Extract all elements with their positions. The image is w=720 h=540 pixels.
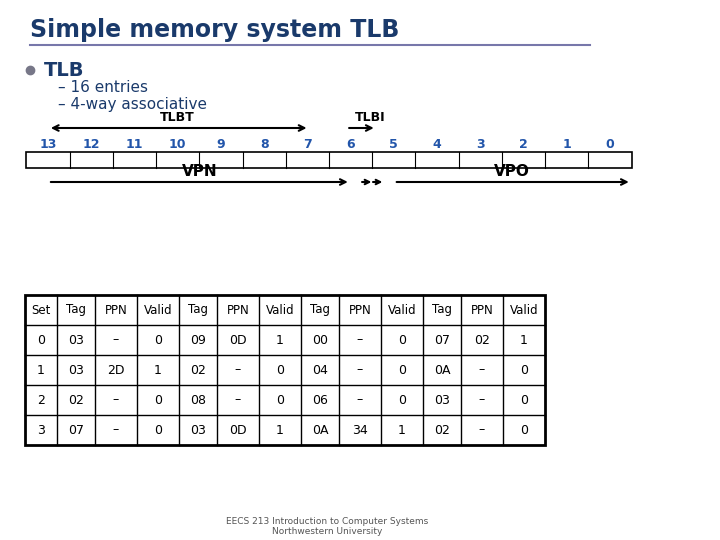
Text: –: –: [357, 363, 363, 376]
Text: –: –: [479, 363, 485, 376]
Text: Valid: Valid: [266, 303, 294, 316]
Text: 09: 09: [190, 334, 206, 347]
Text: 5: 5: [390, 138, 398, 152]
Text: 0: 0: [520, 394, 528, 407]
Text: 7: 7: [303, 138, 312, 152]
Text: 03: 03: [190, 423, 206, 436]
Text: 13: 13: [40, 138, 57, 152]
Text: PPN: PPN: [104, 303, 127, 316]
Text: 2: 2: [37, 394, 45, 407]
Text: 0A: 0A: [433, 363, 450, 376]
Text: 0D: 0D: [229, 423, 247, 436]
Text: 03: 03: [68, 334, 84, 347]
Text: Tag: Tag: [432, 303, 452, 316]
Text: 02: 02: [434, 423, 450, 436]
Text: VPO: VPO: [494, 164, 530, 179]
Text: 0: 0: [154, 334, 162, 347]
Text: PPN: PPN: [471, 303, 493, 316]
Text: 0A: 0A: [312, 423, 328, 436]
Text: 07: 07: [68, 423, 84, 436]
Text: 0: 0: [154, 394, 162, 407]
Text: –: –: [113, 334, 119, 347]
Text: 08: 08: [190, 394, 206, 407]
Text: 0: 0: [154, 423, 162, 436]
Text: –: –: [235, 394, 241, 407]
Text: –: –: [113, 394, 119, 407]
Text: Tag: Tag: [310, 303, 330, 316]
Text: 0D: 0D: [229, 334, 247, 347]
Text: 4: 4: [433, 138, 441, 152]
Bar: [25, 295, 545, 445]
Text: 0: 0: [520, 363, 528, 376]
Text: 12: 12: [83, 138, 100, 152]
Text: 2: 2: [519, 138, 528, 152]
Text: Northwestern University: Northwestern University: [271, 528, 382, 537]
Text: –: –: [479, 423, 485, 436]
Text: TLB: TLB: [44, 60, 84, 79]
Text: 1: 1: [398, 423, 406, 436]
Text: Simple memory system TLB: Simple memory system TLB: [30, 18, 400, 42]
Text: PPN: PPN: [227, 303, 249, 316]
Bar: [27, 152, 631, 168]
Text: 0: 0: [276, 363, 284, 376]
Text: 10: 10: [169, 138, 186, 152]
Text: 0: 0: [520, 423, 528, 436]
Text: –: –: [357, 394, 363, 407]
Text: 6: 6: [346, 138, 355, 152]
Text: Valid: Valid: [144, 303, 172, 316]
Text: 9: 9: [217, 138, 225, 152]
Text: Tag: Tag: [188, 303, 208, 316]
Text: –: –: [235, 363, 241, 376]
Text: 03: 03: [68, 363, 84, 376]
Text: 0: 0: [398, 394, 406, 407]
Text: VPN: VPN: [182, 164, 218, 179]
Text: 0: 0: [398, 363, 406, 376]
Text: 0: 0: [37, 334, 45, 347]
Text: 02: 02: [190, 363, 206, 376]
Text: 1: 1: [37, 363, 45, 376]
Text: PPN: PPN: [348, 303, 372, 316]
Text: 3: 3: [476, 138, 485, 152]
Text: 1: 1: [276, 423, 284, 436]
Text: 1: 1: [520, 334, 528, 347]
Text: 32: 32: [676, 503, 698, 518]
Text: 0: 0: [398, 334, 406, 347]
Text: Tag: Tag: [66, 303, 86, 316]
Text: –: –: [479, 394, 485, 407]
Text: TLBT: TLBT: [161, 111, 195, 124]
Text: Valid: Valid: [510, 303, 539, 316]
Text: 03: 03: [434, 394, 450, 407]
Text: –: –: [357, 334, 363, 347]
Text: 0: 0: [606, 138, 614, 152]
Text: 1: 1: [562, 138, 571, 152]
Text: –: –: [113, 423, 119, 436]
Text: 00: 00: [312, 334, 328, 347]
Text: 3: 3: [37, 423, 45, 436]
Text: 04: 04: [312, 363, 328, 376]
Text: 07: 07: [434, 334, 450, 347]
Text: – 16 entries: – 16 entries: [58, 80, 148, 96]
Text: 1: 1: [154, 363, 162, 376]
Text: Valid: Valid: [387, 303, 416, 316]
Text: 11: 11: [126, 138, 143, 152]
Text: – 4-way associative: – 4-way associative: [58, 98, 207, 112]
Text: 1: 1: [276, 334, 284, 347]
Text: Set: Set: [31, 303, 50, 316]
Text: 02: 02: [474, 334, 490, 347]
Text: 8: 8: [260, 138, 269, 152]
Text: 0: 0: [276, 394, 284, 407]
Text: 2D: 2D: [107, 363, 125, 376]
Text: 06: 06: [312, 394, 328, 407]
Text: 02: 02: [68, 394, 84, 407]
Text: 34: 34: [352, 423, 368, 436]
Text: EECS 213 Introduction to Computer Systems: EECS 213 Introduction to Computer System…: [226, 517, 428, 526]
Text: TLBI: TLBI: [355, 111, 385, 124]
